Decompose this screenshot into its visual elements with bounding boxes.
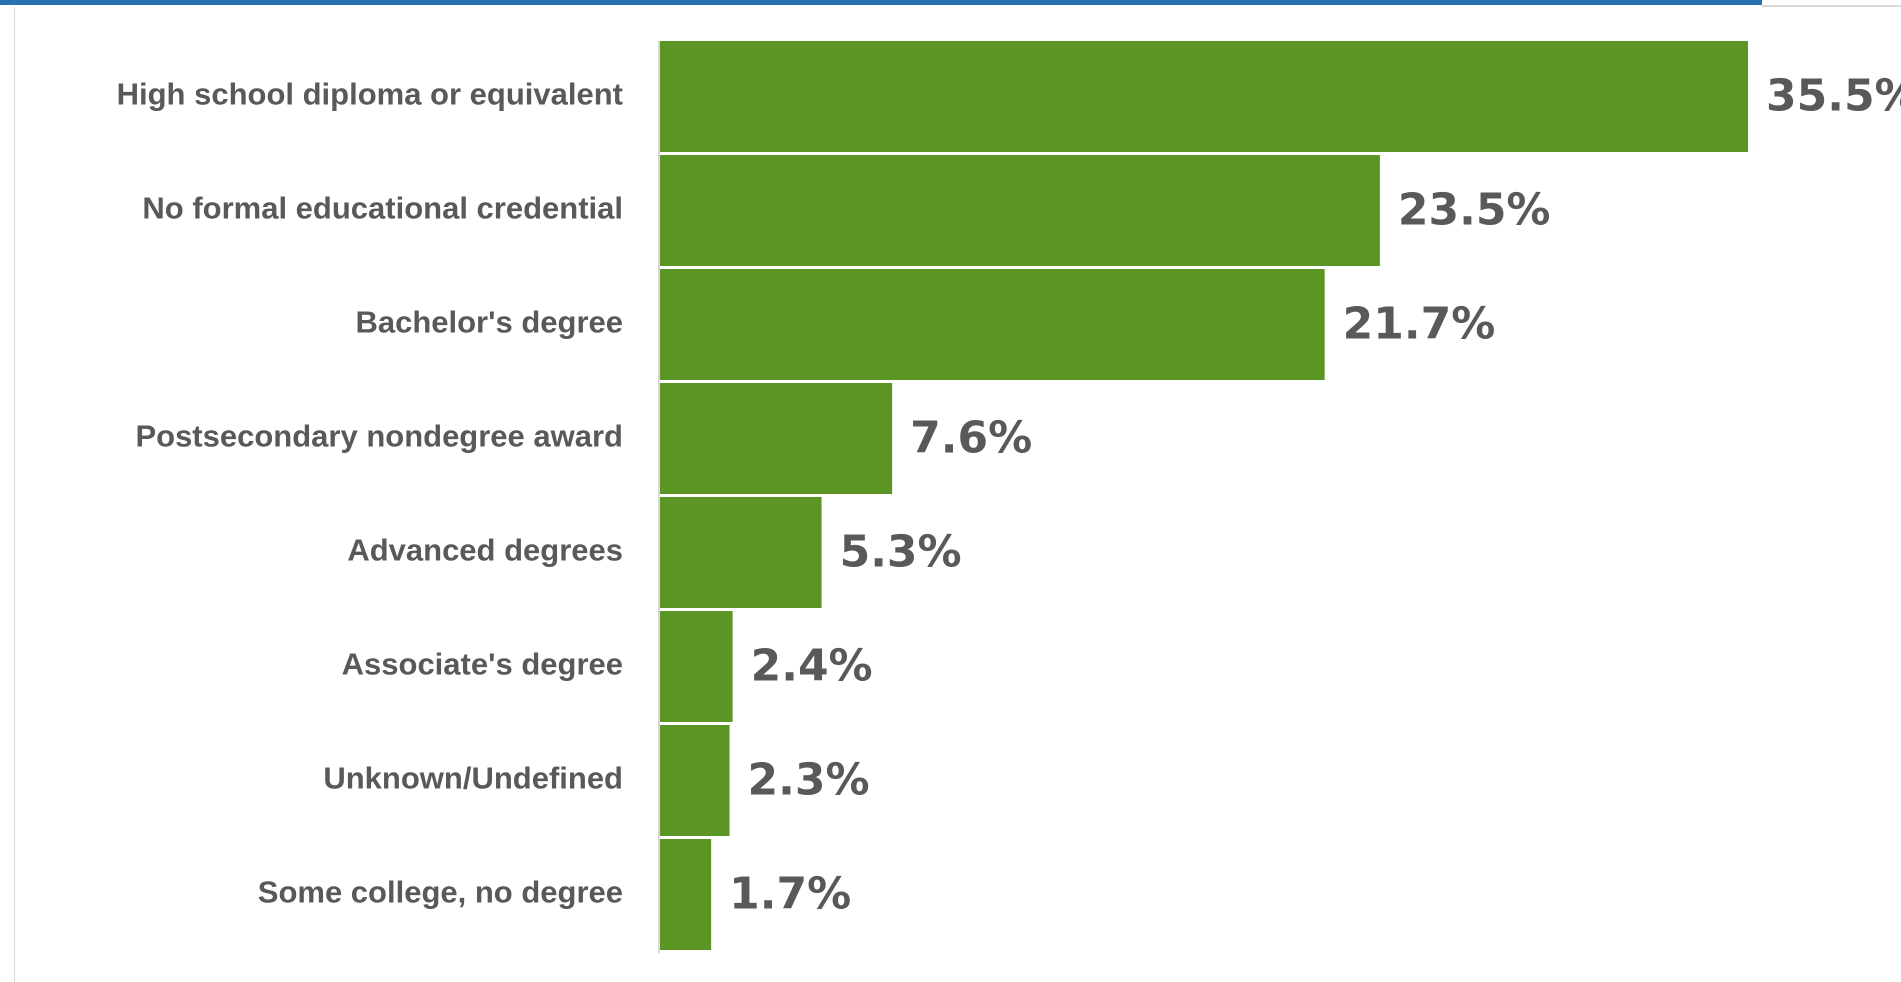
bar [659,839,712,950]
bar [659,41,1748,152]
bar [659,155,1380,266]
data-label: 2.4% [751,641,873,692]
category-label: Unknown/Undefined [323,761,623,796]
category-label: Bachelor's degree [355,305,623,340]
category-label: Advanced degrees [347,533,623,568]
bar [659,383,893,494]
data-label: 21.7% [1343,299,1496,350]
bars-layer [659,41,1748,950]
data-label: 5.3% [840,527,962,578]
value-labels: 35.5% 23.5% 21.7% 7.6% 5.3% 2.4% 2.3% 1.7% [729,71,1901,920]
category-label: Associate's degree [342,647,623,682]
category-label: Postsecondary nondegree award [135,419,623,454]
data-label: 23.5% [1398,185,1551,236]
data-label: 1.7% [729,869,851,920]
top-rule [1762,5,1901,7]
bar [659,269,1325,380]
category-labels: High school diploma or equivalent No form… [117,77,623,910]
category-label: High school diploma or equivalent [117,77,623,112]
bar [659,611,733,722]
category-label: Some college, no degree [258,875,623,910]
data-label: 35.5% [1766,71,1901,122]
top-accent-bar [0,0,1762,5]
bar [659,725,730,836]
category-label: No formal educational credential [142,191,623,226]
bar [659,497,822,608]
data-label: 2.3% [748,755,870,806]
panel-left-border [14,7,15,982]
data-label: 7.6% [910,413,1032,464]
